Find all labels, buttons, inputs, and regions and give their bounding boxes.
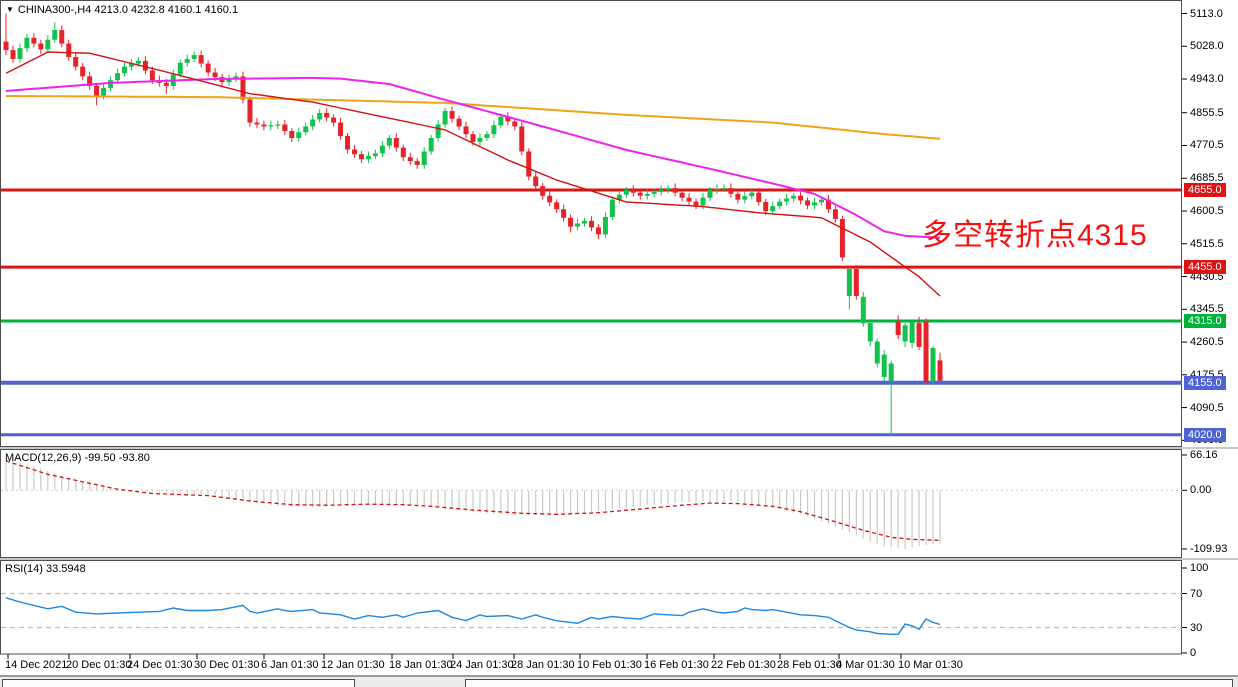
candlesticks xyxy=(3,13,943,436)
time-tick-label: 16 Feb 01:30 xyxy=(644,659,709,671)
macd-tick-label: 66.16 xyxy=(1190,448,1218,461)
ma-medium-magenta xyxy=(5,76,941,239)
price-level-badge: 4655.0 xyxy=(1184,183,1226,197)
chart-annotation-text: 多空转折点4315 xyxy=(922,219,1148,252)
price-tick-label: 5113.0 xyxy=(1190,7,1223,20)
time-tick-label: 6 Jan 01:30 xyxy=(261,659,319,671)
time-tick-label: 12 Jan 01:30 xyxy=(321,659,385,671)
time-tick-label: 20 Dec 01:30 xyxy=(66,659,132,671)
price-level-badge: 4315.0 xyxy=(1184,314,1226,329)
price-tick-label: 4770.5 xyxy=(1190,139,1224,152)
chart-title: ▼ CHINA300-,H4 4213.0 4232.8 4160.1 4160.… xyxy=(6,4,238,17)
time-tick-label: 30 Dec 01:30 xyxy=(194,659,260,671)
rsi-tick-label: 70 xyxy=(1190,587,1203,600)
price-tick-label: 4600.5 xyxy=(1190,205,1224,218)
time-tick-label: 10 Mar 01:30 xyxy=(898,659,963,671)
rsi-plot xyxy=(1,592,1182,635)
time-tick-label: 10 Feb 01:30 xyxy=(577,659,642,671)
horizontal-levels[interactable] xyxy=(1,188,1182,437)
rsi-line xyxy=(5,597,941,635)
macd-tick-label: 0.00 xyxy=(1190,484,1212,497)
time-tick-label: 28 Jan 01:30 xyxy=(511,659,575,671)
time-tick-label: 14 Dec 2021 xyxy=(5,659,68,671)
price-tick-label: 4260.5 xyxy=(1190,336,1224,349)
price-level-badge: 4455.0 xyxy=(1184,260,1226,275)
price-level-badge: 4020.0 xyxy=(1184,427,1226,442)
time-tick-label: 18 Jan 01:30 xyxy=(389,659,453,671)
ma-slow-orange xyxy=(6,95,941,140)
rsi-tick-label: 30 xyxy=(1190,621,1203,634)
macd-signal-line xyxy=(5,460,941,542)
chart-title-text: CHINA300-,H4 4213.0 4232.8 4160.1 4160.1 xyxy=(17,4,239,16)
bottom-bar-box[interactable] xyxy=(2,679,355,687)
price-tick-label: 4855.5 xyxy=(1190,106,1224,119)
rsi-tick-label: 0 xyxy=(1190,647,1197,659)
time-tick-label: 24 Dec 01:30 xyxy=(127,659,193,671)
time-tick-label: 24 Jan 01:30 xyxy=(450,659,514,671)
bottom-bar xyxy=(0,676,1238,687)
price-tick-label: 4515.5 xyxy=(1190,237,1224,250)
bottom-bar-box[interactable] xyxy=(465,679,1233,687)
rsi-tick-label: 100 xyxy=(1190,562,1209,574)
price-level-badge: 4155.0 xyxy=(1184,375,1226,390)
price-tick-label: 5028.0 xyxy=(1190,40,1224,53)
price-tick-label: 4685.5 xyxy=(1190,172,1224,185)
time-tick-label: 22 Feb 01:30 xyxy=(711,659,776,671)
macd-plot xyxy=(1,459,1182,550)
price-tick-label: 4345.5 xyxy=(1190,303,1224,316)
time-tick-label: 28 Feb 01:30 xyxy=(777,659,842,671)
price-tick-label: 4090.5 xyxy=(1190,401,1224,414)
rsi-indicator-label: RSI(14) 33.5948 xyxy=(5,563,86,575)
time-tick-label: 4 Mar 01:30 xyxy=(836,659,895,671)
price-tick-label: 4943.0 xyxy=(1190,73,1224,86)
macd-indicator-label: MACD(12,26,9) -99.50 -93.80 xyxy=(5,452,150,464)
macd-tick-label: -109.93 xyxy=(1190,542,1228,555)
symbol-dropdown-icon[interactable]: ▼ xyxy=(6,5,14,14)
axis-tick-marks xyxy=(7,13,1187,659)
ma-fast-red xyxy=(5,51,941,297)
